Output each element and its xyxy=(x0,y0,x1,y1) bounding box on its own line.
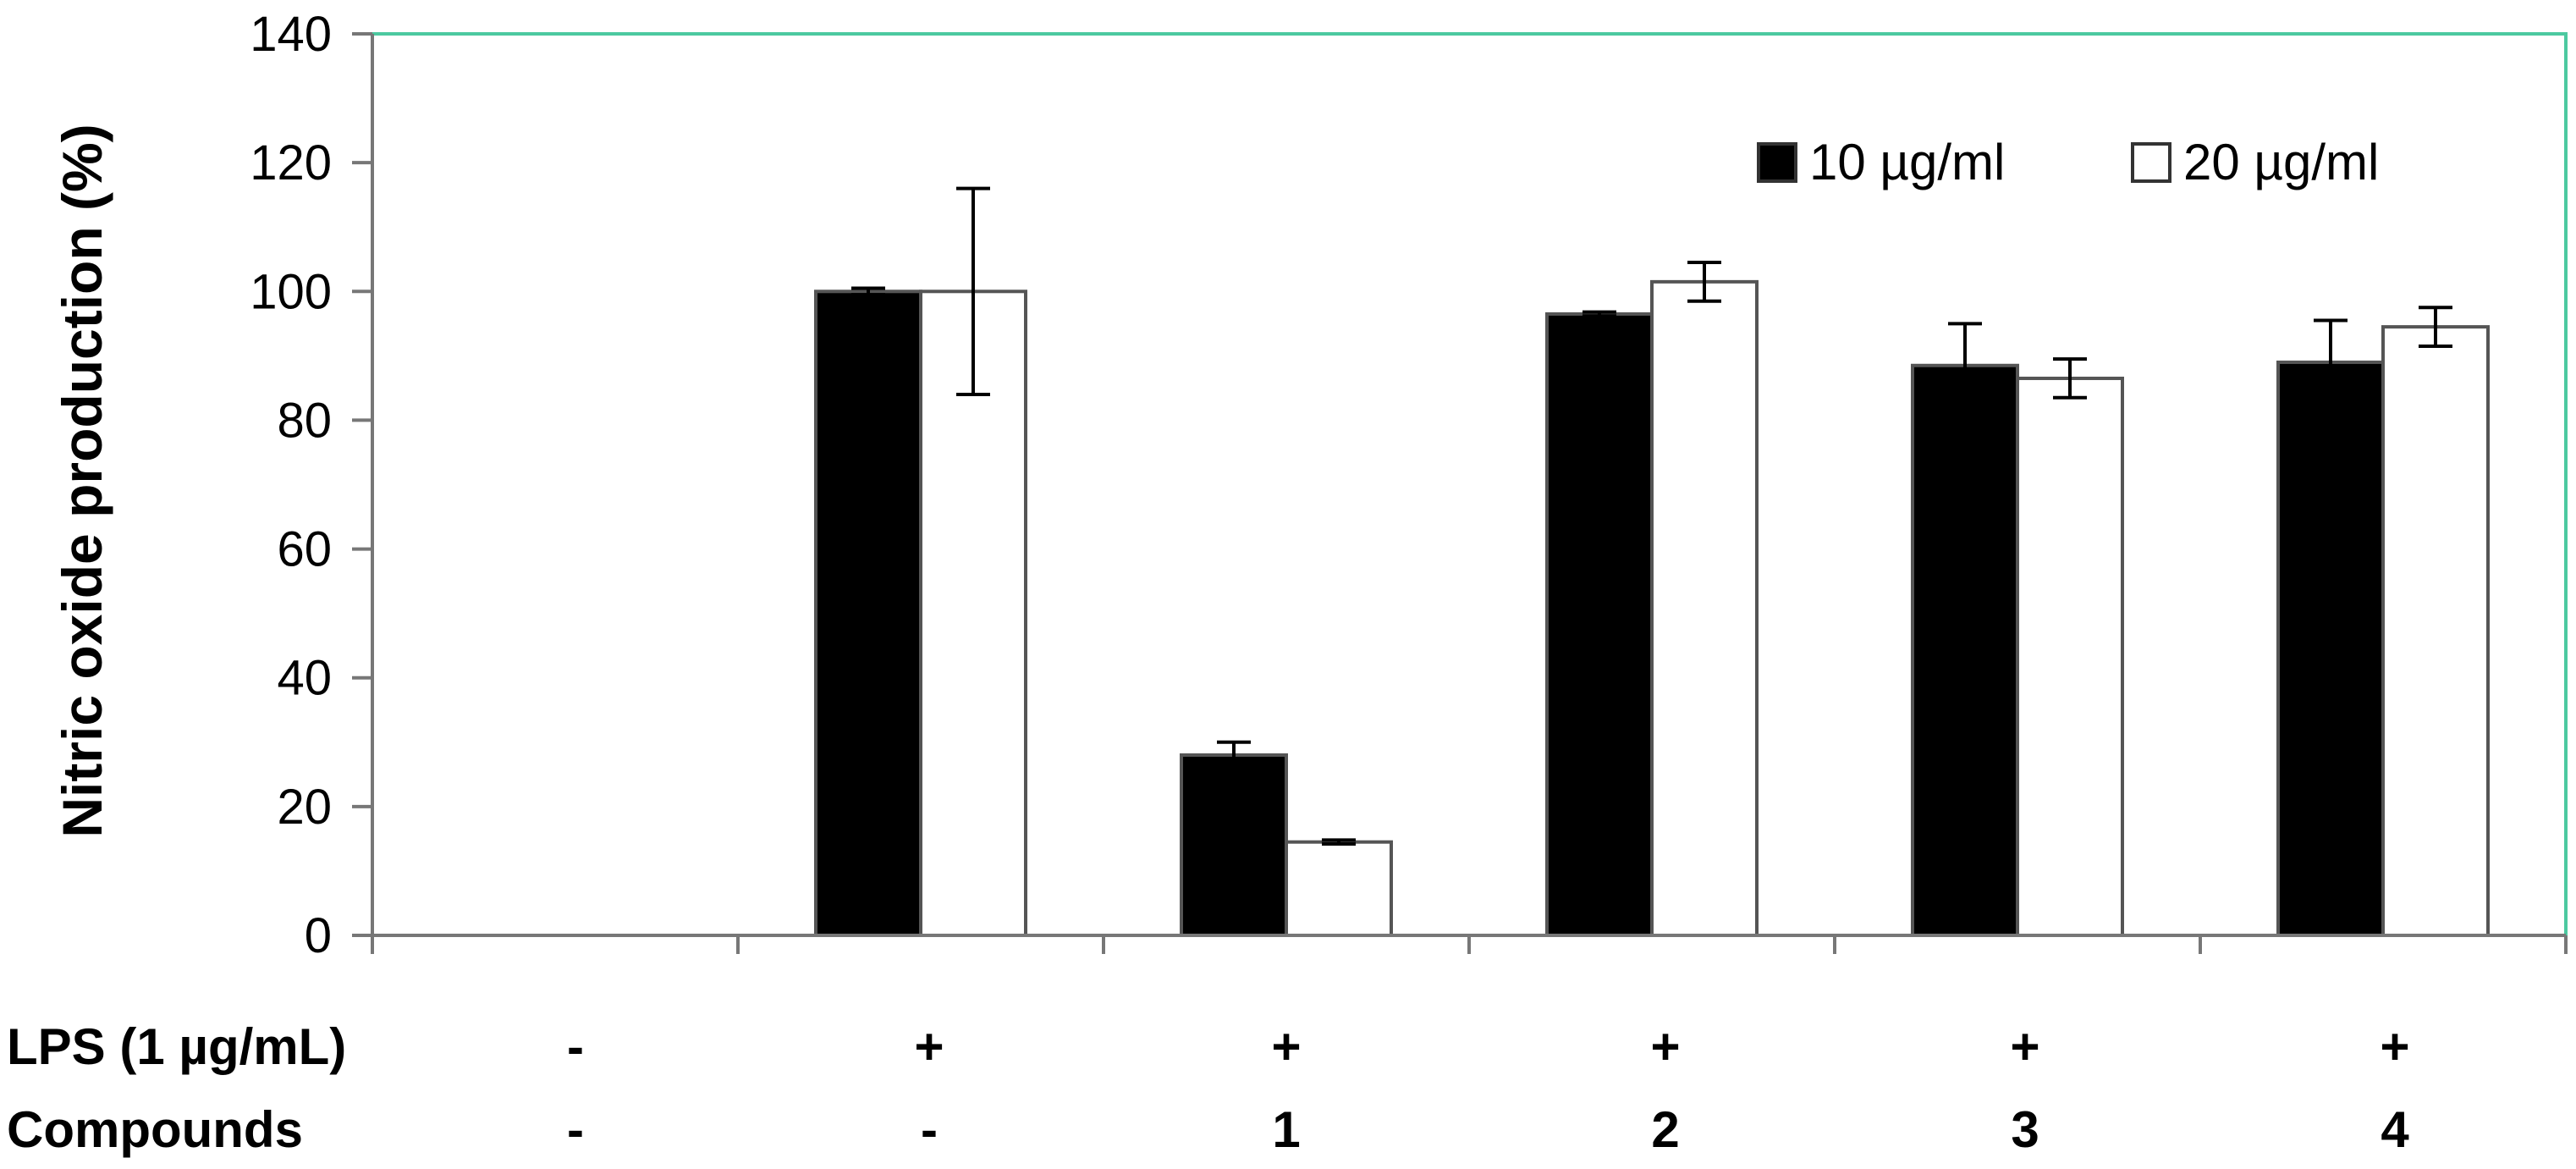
errorbar-s2-c6 xyxy=(2419,306,2452,348)
legend-item-2: 20 µg/ml xyxy=(2131,134,2379,190)
row-1-value: + xyxy=(1650,1018,1680,1075)
bar-s2-c3 xyxy=(1285,840,1393,937)
y-tick-label: 60 xyxy=(277,522,332,577)
row-2-value: 2 xyxy=(1651,1101,1679,1158)
errorbars-layer xyxy=(851,186,2452,846)
y-tick-label: 40 xyxy=(277,651,332,706)
plot-area xyxy=(372,32,2568,935)
errorbar-s1-c3 xyxy=(1217,740,1251,770)
row-2-value: - xyxy=(567,1101,584,1158)
y-tick-label: 0 xyxy=(305,908,332,963)
legend-label: 10 µg/ml xyxy=(1809,134,2005,190)
bars-layer xyxy=(471,279,2490,938)
bar-s2-c4 xyxy=(1650,279,1759,937)
row-1-value: + xyxy=(1271,1018,1301,1075)
errorbar-s1-c6 xyxy=(2314,318,2348,406)
errorbar-s2-c3 xyxy=(1322,838,1356,846)
bar-s1-c3 xyxy=(1180,753,1288,937)
row-2-value: 1 xyxy=(1272,1101,1300,1158)
row-1-value: + xyxy=(2010,1018,2039,1075)
y-tick-label: 100 xyxy=(250,264,332,319)
row-label-2: Compounds xyxy=(7,1101,303,1158)
y-tick-label: 80 xyxy=(277,393,332,448)
errorbar-s2-c5 xyxy=(2053,357,2087,400)
row-1-value: - xyxy=(567,1018,584,1075)
bar-s1-c4 xyxy=(1545,312,1654,937)
row-label-1: LPS (1 µg/mL) xyxy=(7,1018,346,1075)
row-1-value: + xyxy=(2380,1018,2409,1075)
y-axis-title: Nitric oxide production (%) xyxy=(51,124,113,837)
condition-rows: LPS (1 µg/mL) - + + + + + Compounds - - 1 2 3 4 xyxy=(7,1018,2410,1158)
bar-s2-c6 xyxy=(2381,325,2490,937)
legend-swatch xyxy=(2131,142,2171,183)
bar-s1-c5 xyxy=(1911,363,2019,937)
legend-swatch xyxy=(1757,142,1797,183)
bar-s1-c6 xyxy=(2276,360,2385,937)
y-tick-label: 140 xyxy=(250,7,332,62)
row-1-value: + xyxy=(914,1018,944,1075)
errorbar-s1-c5 xyxy=(1948,322,1982,410)
plot-border xyxy=(372,32,2568,935)
y-tick-labels: 0 20 40 60 80 100 120 140 xyxy=(250,7,332,963)
y-tick-label: 20 xyxy=(277,780,332,835)
errorbar-s2-c4 xyxy=(1687,261,1721,303)
errorbar-s1-c4 xyxy=(1582,310,1616,318)
y-tick-label: 120 xyxy=(250,135,332,190)
row-2-value: - xyxy=(921,1101,938,1158)
bar-s1-c2 xyxy=(814,289,922,937)
axes-layer xyxy=(352,32,2568,954)
legend-label: 20 µg/ml xyxy=(2183,134,2379,190)
legend: 10 µg/ml 20 µg/ml xyxy=(1757,134,2379,190)
bar-s2-c2 xyxy=(919,289,1027,937)
errorbar-s2-c2 xyxy=(956,186,990,396)
bar-s2-c5 xyxy=(2016,376,2124,938)
row-2-value: 3 xyxy=(2011,1101,2039,1158)
legend-item-1: 10 µg/ml xyxy=(1757,134,2005,190)
errorbar-s1-c2 xyxy=(851,286,885,297)
row-2-value: 4 xyxy=(2381,1101,2409,1158)
